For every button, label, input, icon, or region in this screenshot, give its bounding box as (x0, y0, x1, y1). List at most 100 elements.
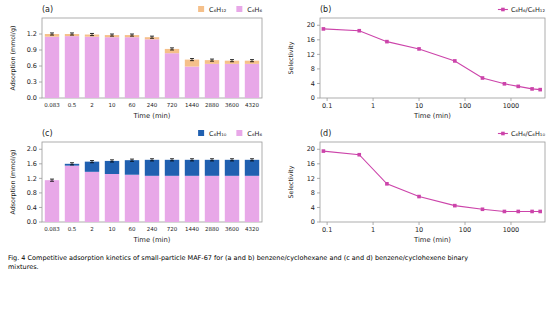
y-tick-label: 16 (307, 36, 315, 44)
legend-swatch (198, 6, 204, 12)
y-tick-label: 0 (311, 218, 315, 226)
marks (45, 33, 259, 98)
error-cap (130, 36, 134, 37)
legend-label: C₆H₆ (247, 130, 262, 138)
error-bar (250, 60, 254, 62)
x-tick-label: 0.1 (322, 226, 332, 234)
bar (225, 176, 239, 222)
caption: Fig. 4 Competitive adsorption kinetics o… (8, 254, 545, 272)
marker (503, 210, 507, 214)
error-cap (190, 60, 194, 61)
title: (b) (320, 5, 331, 14)
error-cap (70, 32, 74, 33)
error-bar (230, 60, 234, 62)
y-tick-label: 4 (311, 204, 315, 212)
x-tick-label: 2880 (205, 102, 219, 108)
legend-swatch (198, 130, 204, 136)
y-tick (39, 82, 42, 83)
y-tick (317, 178, 320, 179)
x-tick-label: 3600 (225, 102, 239, 108)
error-bar (190, 59, 194, 61)
x-tick-label: 1440 (185, 102, 199, 108)
bar (125, 160, 139, 175)
error-bar (90, 161, 94, 163)
error-cap (150, 158, 154, 159)
y-tick-label: 0 (311, 94, 315, 102)
plot-frame (42, 18, 262, 98)
legend-swatch (236, 6, 242, 12)
x-tick-label: 0.083 (44, 102, 60, 108)
y-tick-label: 8 (311, 189, 315, 197)
plot-frame (42, 142, 262, 222)
x-tick-label: 1000 (503, 102, 520, 110)
legend-label: C₆H₁₂ (209, 6, 227, 14)
y-tick (317, 83, 320, 84)
error-cap (50, 32, 54, 33)
y-axis-label: Adsorption (mmol/g) (9, 26, 17, 91)
legend: C₆H₆/C₆H₁₀ (498, 130, 545, 138)
y-tick (317, 39, 320, 40)
x-tick-label: 60 (129, 102, 136, 108)
x-tick-label: 0.5 (68, 102, 77, 108)
y-tick-label: 4 (311, 80, 315, 88)
error-cap (110, 162, 114, 163)
x-tick-label: 100 (459, 102, 471, 110)
x-tick-label: 240 (147, 226, 158, 232)
error-bar (70, 163, 74, 165)
y-tick (39, 163, 42, 164)
marks (322, 149, 542, 213)
y-axis-label: Adsorption (mmol/g) (9, 150, 17, 215)
y-tick-label: 20 (307, 21, 315, 29)
y-tick (317, 68, 320, 69)
marker (417, 195, 421, 199)
marker (516, 210, 520, 214)
x-tick-label: 0.083 (44, 226, 60, 232)
y-axis-label: Selectivity (287, 41, 295, 74)
x-tick (419, 222, 420, 225)
y-tick (39, 222, 42, 223)
bar (165, 176, 179, 222)
panel: 0481216200.11101001000(d)Time (min)Selec… (287, 129, 545, 244)
x-tick-label: 3600 (225, 226, 239, 232)
x-tick-label: 10 (109, 102, 116, 108)
y-tick (39, 192, 42, 193)
legend: C₆H₆/C₆H₁₂ (498, 6, 545, 14)
x-tick-label: 0.1 (322, 102, 332, 110)
y-axis-label: Selectivity (287, 165, 295, 198)
marker (516, 85, 520, 89)
x-tick-label: 100 (459, 226, 471, 234)
error-bar (170, 159, 174, 161)
marker (453, 204, 457, 208)
figure: 0.00.30.60.91.20.0830.521060240720144028… (0, 0, 553, 252)
x-tick-label: 2 (90, 226, 94, 232)
bar (145, 39, 159, 98)
x-tick-label: 1440 (185, 226, 199, 232)
error-bar (170, 48, 174, 50)
error-cap (210, 160, 214, 161)
y-tick-label: 0.0 (27, 218, 37, 226)
title: (c) (42, 129, 53, 138)
error-bar (250, 159, 254, 161)
marker (530, 210, 534, 214)
plot-frame (320, 18, 545, 98)
y-tick-label: 0.9 (27, 46, 37, 54)
y-tick-label: 12 (307, 175, 315, 183)
bar (245, 160, 259, 176)
error-cap (50, 179, 54, 180)
y-tick-label: 2.0 (27, 145, 37, 153)
bar (205, 160, 219, 176)
x-tick (510, 222, 511, 225)
error-bar (150, 36, 154, 38)
x-axis-label: Time (min) (133, 112, 171, 120)
error-cap (170, 158, 174, 159)
error-cap (190, 58, 194, 59)
plot-frame (320, 142, 545, 222)
y-tick-label: 12 (307, 51, 315, 59)
error-cap (190, 158, 194, 159)
y-tick (317, 98, 320, 99)
panel: 0.00.40.81.21.62.00.0830.521060240720144… (9, 129, 262, 244)
y-tick (39, 66, 42, 67)
bar (185, 160, 199, 176)
error-bar (70, 33, 74, 35)
y-tick (39, 98, 42, 99)
